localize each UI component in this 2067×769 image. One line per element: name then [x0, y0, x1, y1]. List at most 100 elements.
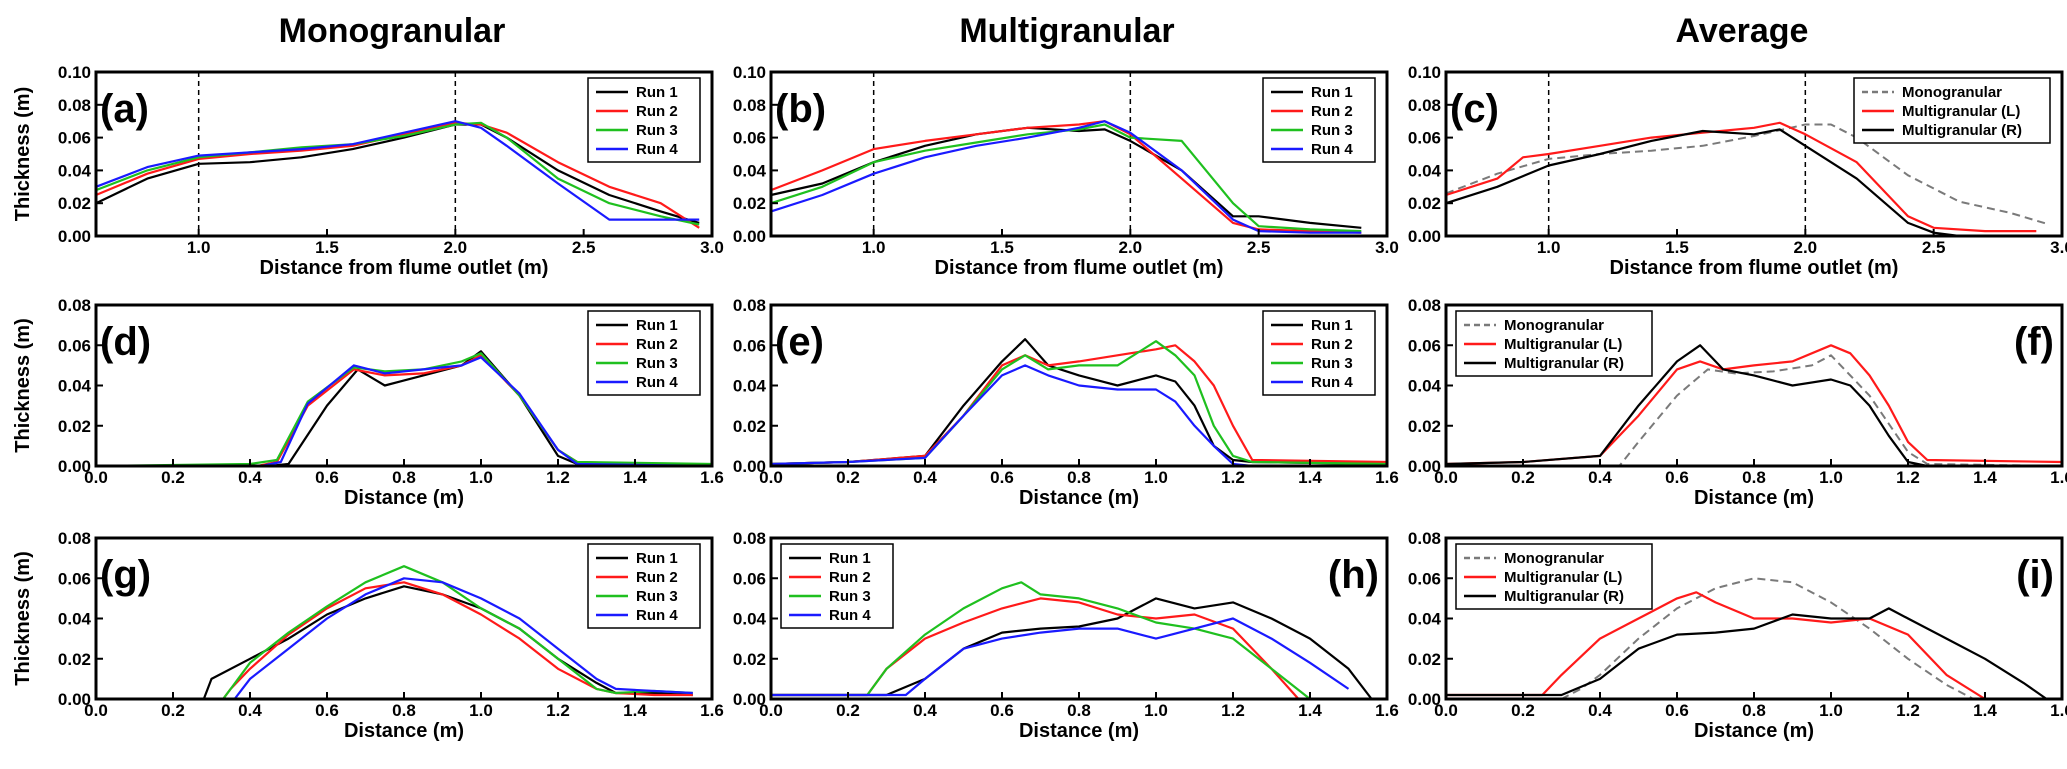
- x-tick-label: 2.5: [572, 238, 596, 257]
- x-tick-label: 1.2: [546, 468, 570, 487]
- x-tick-label: 0.8: [1742, 701, 1766, 720]
- legend-label: Monogranular: [1504, 550, 1604, 567]
- y-tick-label: 0.00: [1408, 227, 1441, 246]
- legend-label: Run 2: [636, 103, 678, 120]
- x-axis-label: Distance (m): [1694, 720, 1814, 742]
- x-tick-label: 1.2: [1896, 468, 1920, 487]
- x-tick-label: 2.5: [1922, 238, 1946, 257]
- x-tick-label: 0.0: [759, 468, 783, 487]
- x-tick-label: 0.6: [315, 701, 339, 720]
- series-line: [96, 356, 713, 468]
- y-tick-label: 0.00: [733, 227, 766, 246]
- y-tick-label: 0.00: [733, 690, 766, 709]
- x-tick-label: 3.0: [700, 238, 724, 257]
- x-tick-label: 0.4: [238, 468, 262, 487]
- panel-a: 1.0 1.5 2.0 2.5 3.0 0.00 0.02 0.04 0.06 0.08 0.10 D…: [12, 63, 724, 279]
- y-tick-label: 0.06: [733, 129, 766, 148]
- x-tick-label: 2.0: [1794, 238, 1818, 257]
- y-tick-label: 0.10: [733, 63, 766, 82]
- x-tick-label: 0.2: [1511, 701, 1535, 720]
- x-tick-label: 0.0: [84, 468, 108, 487]
- x-tick-label: 1.6: [700, 701, 724, 720]
- x-tick-label: 2.0: [1119, 238, 1143, 257]
- y-axis-label: Thickness (m): [12, 318, 34, 452]
- legend-label: Multigranular (R): [1504, 355, 1624, 372]
- x-tick-label: 1.0: [1819, 468, 1843, 487]
- x-tick-label: 1.6: [2050, 701, 2067, 720]
- y-tick-label: 0.00: [733, 457, 766, 476]
- y-tick-label: 0.06: [58, 336, 91, 355]
- legend-label: Run 2: [636, 336, 678, 353]
- x-tick-label: 1.2: [1896, 701, 1920, 720]
- legend-label: Run 1: [829, 550, 871, 567]
- legend-label: Run 3: [829, 588, 871, 605]
- y-tick-label: 0.00: [58, 227, 91, 246]
- legend-label: Run 3: [1311, 122, 1353, 139]
- legend-label: Run 4: [636, 374, 678, 391]
- legend-label: Multigranular (L): [1504, 569, 1622, 586]
- y-tick-label: 0.06: [1408, 336, 1441, 355]
- x-tick-label: 1.6: [2050, 468, 2067, 487]
- x-tick-label: 3.0: [2050, 238, 2067, 257]
- x-axis-label: Distance (m): [344, 720, 464, 742]
- x-tick-label: 3.0: [1375, 238, 1399, 257]
- y-tick-label: 0.04: [1408, 610, 1442, 629]
- x-tick-label: 0.2: [1511, 468, 1535, 487]
- x-tick-label: 1.0: [469, 468, 493, 487]
- legend-label: Run 2: [829, 569, 871, 586]
- x-tick-label: 0.6: [990, 468, 1014, 487]
- x-tick-label: 1.0: [862, 238, 886, 257]
- x-tick-label: 0.8: [1067, 701, 1091, 720]
- y-tick-label: 0.02: [1408, 194, 1441, 213]
- plot-frame: [94, 70, 714, 238]
- panel-label: (d): [100, 320, 151, 364]
- panel-e: 0.0 0.2 0.4 0.6 0.8 1.0 1.2 1.4 1.6 0.00 0.02 0.04 0…: [733, 296, 1399, 509]
- panel-label: (i): [2016, 553, 2054, 597]
- x-tick-label: 1.0: [187, 238, 211, 257]
- x-tick-label: 0.6: [315, 468, 339, 487]
- panel-g: 0.0 0.2 0.4 0.6 0.8 1.0 1.2 1.4 1.6 0.00 0.02 0.04 0…: [12, 529, 724, 742]
- x-tick-label: 0.8: [392, 468, 416, 487]
- x-tick-label: 0.0: [759, 701, 783, 720]
- y-tick-label: 0.06: [733, 336, 766, 355]
- x-axis-label: Distance (m): [1019, 487, 1139, 509]
- legend-label: Run 3: [636, 122, 678, 139]
- legend-label: Run 1: [636, 550, 678, 567]
- y-tick-label: 0.02: [733, 417, 766, 436]
- y-tick-label: 0.04: [733, 610, 767, 629]
- x-tick-label: 0.8: [1067, 468, 1091, 487]
- x-tick-label: 0.2: [836, 701, 860, 720]
- y-tick-label: 0.04: [733, 161, 767, 180]
- legend-label: Run 3: [636, 355, 678, 372]
- y-tick-label: 0.04: [58, 161, 92, 180]
- y-tick-label: 0.02: [58, 650, 91, 669]
- legend-label: Run 3: [1311, 355, 1353, 372]
- y-tick-label: 0.08: [1408, 96, 1441, 115]
- panel-f: 0.0 0.2 0.4 0.6 0.8 1.0 1.2 1.4 1.6 0.00 0.02 0.04 0…: [1408, 296, 2067, 509]
- y-tick-label: 0.08: [58, 529, 91, 548]
- legend-label: Run 4: [1311, 141, 1353, 158]
- y-tick-label: 0.06: [58, 129, 91, 148]
- x-tick-label: 1.4: [623, 701, 647, 720]
- legend-label: Multigranular (L): [1902, 103, 2020, 120]
- legend-label: Multigranular (L): [1504, 336, 1622, 353]
- x-tick-label: 1.6: [700, 468, 724, 487]
- y-tick-label: 0.06: [1408, 569, 1441, 588]
- x-tick-label: 0.4: [238, 701, 262, 720]
- y-tick-label: 0.08: [58, 96, 91, 115]
- y-tick-label: 0.06: [1408, 129, 1441, 148]
- series-line: [233, 577, 693, 700]
- legend-label: Run 2: [1311, 103, 1353, 120]
- panels: 1.0 1.5 2.0 2.5 3.0 0.00 0.02 0.04 0.06 0.08 0.10 D…: [12, 63, 2067, 742]
- x-tick-label: 1.2: [1221, 468, 1245, 487]
- legend-label: Run 1: [1311, 84, 1353, 101]
- panel-b: 1.0 1.5 2.0 2.5 3.0 0.00 0.02 0.04 0.06 0.08 0.10 D…: [733, 63, 1399, 279]
- y-tick-label: 0.00: [1408, 457, 1441, 476]
- y-tick-label: 0.02: [1408, 650, 1441, 669]
- x-axis-label: Distance from flume outlet (m): [935, 257, 1224, 279]
- plot-frame: [1444, 70, 2064, 238]
- series-line: [95, 120, 700, 221]
- y-tick-label: 0.04: [733, 377, 767, 396]
- y-tick-label: 0.08: [1408, 296, 1441, 315]
